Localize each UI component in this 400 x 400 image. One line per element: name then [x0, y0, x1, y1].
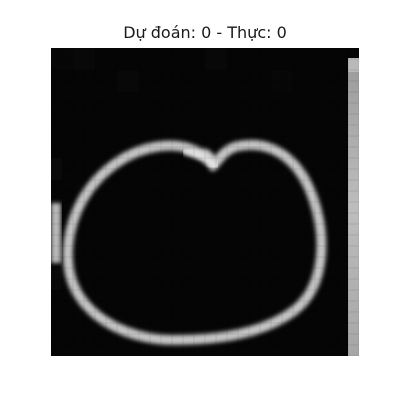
digit-zero-stroke	[63, 139, 327, 345]
pixel-grid	[51, 48, 359, 356]
digit-image	[51, 48, 359, 356]
right-edge-strip	[348, 58, 359, 356]
figure-title: Dự đoán: 0 - Thực: 0	[123, 23, 287, 42]
digit-zero-image	[51, 48, 359, 356]
image-background	[51, 48, 359, 356]
pixel-noise	[51, 48, 293, 290]
